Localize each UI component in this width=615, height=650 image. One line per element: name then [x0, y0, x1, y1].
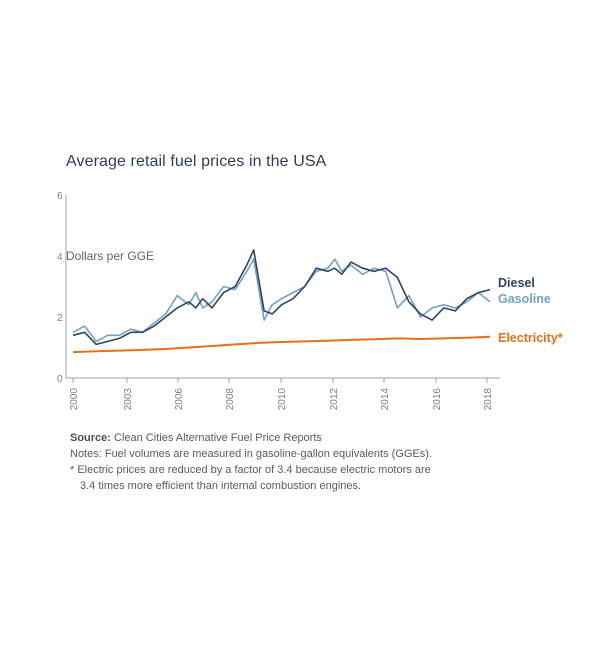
- source-line: Source: Clean Cities Alternative Fuel Pr…: [70, 430, 432, 446]
- y-tick-label: 2: [57, 313, 63, 324]
- x-tick-label: 2008: [225, 388, 236, 411]
- note-line-1: Notes: Fuel volumes are measured in gaso…: [70, 448, 432, 460]
- chart-title: Average retail fuel prices in the USA: [66, 153, 327, 170]
- chart-labels: Dollars per GGE Diesel Gasoline Electricity…: [66, 249, 563, 345]
- gasoline-series-line: [72, 258, 491, 343]
- source-label: Source:: [70, 432, 111, 444]
- x-tick-label: 2012: [329, 388, 340, 411]
- chart-ticks: 0 2 4 6 2000 2003 2006 2008 2010 2012 2014 2016 2018: [57, 191, 494, 410]
- x-tick-label: 2003: [123, 388, 134, 411]
- x-tick-label: 2016: [432, 388, 443, 411]
- x-tick-label: 2000: [69, 388, 80, 411]
- x-tick-label: 2018: [483, 388, 494, 411]
- note-line-3: 3.4 times more efficient than internal c…: [80, 480, 362, 492]
- diesel-label: Diesel: [498, 276, 535, 290]
- y-axis-label: Dollars per GGE: [66, 249, 154, 263]
- gasoline-label: Gasoline: [498, 292, 551, 306]
- chart-series: [72, 249, 491, 354]
- x-tick-label: 2010: [277, 388, 288, 411]
- x-tick-label: 2014: [380, 388, 391, 411]
- electricity-label: Electricity*: [498, 331, 563, 345]
- source-text: Clean Cities Alternative Fuel Price Repo…: [114, 432, 322, 444]
- y-tick-label: 0: [57, 374, 63, 385]
- note-line-2: * Electric prices are reduced by a facto…: [70, 464, 431, 476]
- electricity-series-line: [72, 335, 491, 354]
- chart-axes: [65, 195, 500, 379]
- diesel-series-line: [72, 249, 491, 346]
- y-tick-label: 4: [57, 252, 63, 263]
- y-tick-label: 6: [57, 191, 63, 202]
- chart-notes: Source: Clean Cities Alternative Fuel Pr…: [70, 430, 432, 494]
- x-tick-label: 2006: [174, 388, 185, 411]
